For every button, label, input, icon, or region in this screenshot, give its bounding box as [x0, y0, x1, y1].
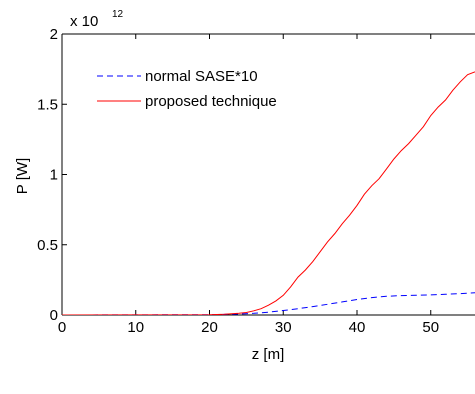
legend: normal SASE*10 proposed technique: [97, 68, 277, 110]
y-tick-label: 0.5: [37, 237, 58, 254]
series-line: [62, 292, 475, 315]
legend-label: proposed technique: [145, 93, 277, 110]
x-tick-label: 50: [422, 319, 439, 336]
y-tick-label: 0: [50, 307, 58, 324]
axes: 0 10 20 30 40 50 0 0.5 1 1.5 2: [37, 26, 475, 336]
y-axis-label: P [W]: [14, 158, 31, 194]
y-multiplier-base: x 10: [70, 13, 98, 30]
x-tick-label: 30: [275, 319, 292, 336]
y-tick-label: 2: [50, 26, 58, 43]
series-line: [62, 71, 475, 315]
x-tick-label: 0: [58, 319, 66, 336]
y-tick-label: 1: [50, 167, 58, 184]
x-tick-label: 20: [201, 319, 218, 336]
y-multiplier-exponent: 12: [112, 9, 124, 20]
x-axis-label: z [m]: [252, 346, 285, 363]
x-tick-label: 40: [349, 319, 366, 336]
legend-label: normal SASE*10: [145, 68, 258, 85]
x-tick-label: 10: [127, 319, 144, 336]
y-tick-label: 1.5: [37, 96, 58, 113]
series-layer: [62, 71, 475, 315]
